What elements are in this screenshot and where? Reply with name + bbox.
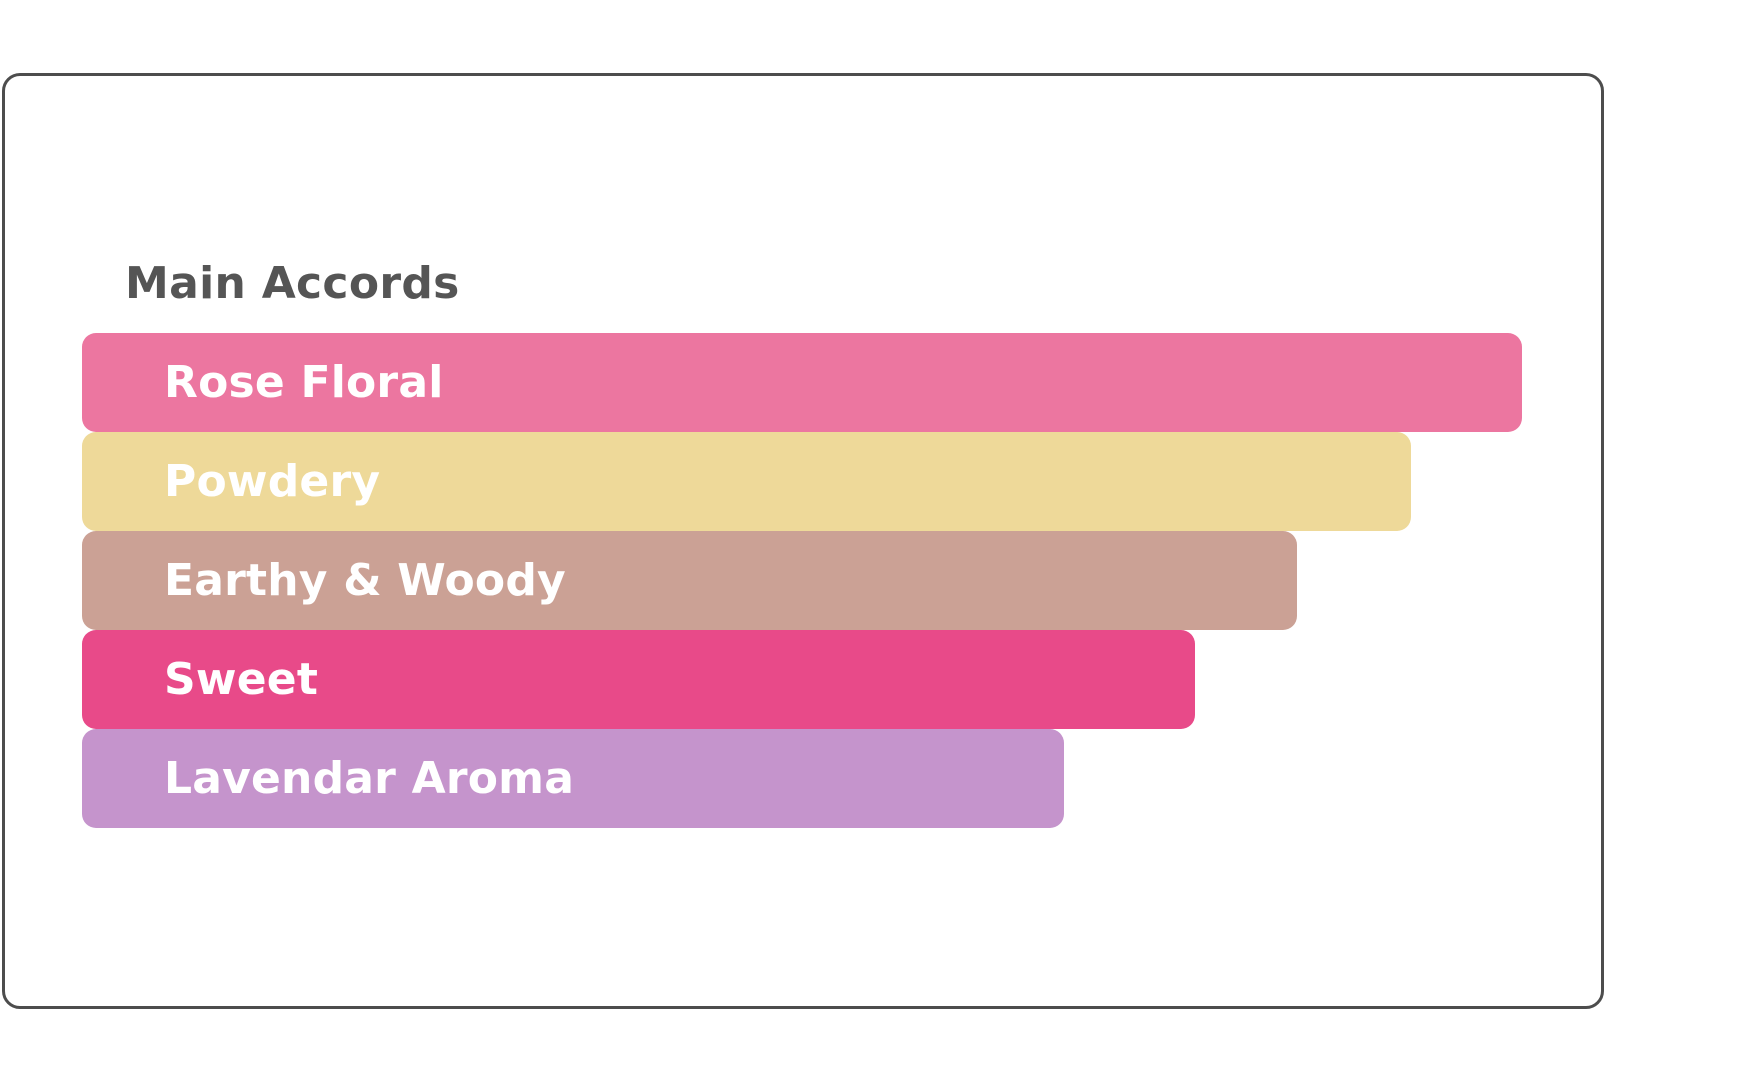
- accord-label: Earthy & Woody: [164, 555, 566, 606]
- accord-bar-sweet[interactable]: Sweet: [82, 630, 1195, 729]
- accord-bar-earthy-woody[interactable]: Earthy & Woody: [82, 531, 1297, 630]
- accord-label: Rose Floral: [164, 357, 444, 408]
- accord-label: Lavendar Aroma: [164, 753, 575, 804]
- accord-bar-powdery[interactable]: Powdery: [82, 432, 1411, 531]
- accord-list: Rose Floral Powdery Earthy & Woody Sweet…: [82, 333, 1522, 828]
- accord-bar-rose-floral[interactable]: Rose Floral: [82, 333, 1522, 432]
- panel-title: Main Accords: [125, 258, 460, 309]
- accord-label: Sweet: [164, 654, 319, 705]
- accord-bar-lavendar-aroma[interactable]: Lavendar Aroma: [82, 729, 1064, 828]
- accord-label: Powdery: [164, 456, 381, 507]
